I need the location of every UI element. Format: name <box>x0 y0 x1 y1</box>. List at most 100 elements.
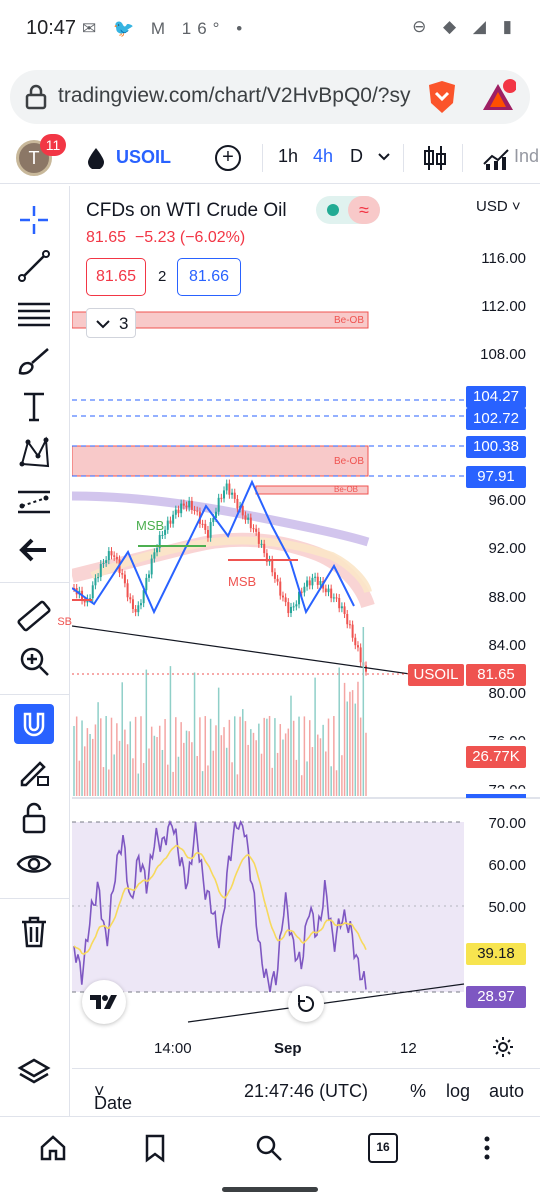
candle <box>343 606 346 615</box>
volume-bar <box>298 716 300 796</box>
volume-bar <box>110 717 113 796</box>
volume-bar <box>319 738 322 796</box>
chart-canvas[interactable] <box>72 186 540 1116</box>
candle <box>287 602 290 614</box>
rsi-tick: 60.00 <box>488 857 526 874</box>
volume-bar <box>188 731 190 796</box>
collapse-indicators-button[interactable]: 3 <box>86 308 136 338</box>
candle <box>249 517 252 529</box>
price-tick: 88.00 <box>488 589 526 606</box>
chart-area[interactable]: CFDs on WTI Crude Oil ≈ 81.65 −5.23 (−6.… <box>58 186 540 1116</box>
fib-tool[interactable] <box>14 294 54 334</box>
magnet-tool[interactable] <box>14 704 54 744</box>
timeframe-d[interactable]: D <box>350 146 363 166</box>
trend-line-tool[interactable] <box>14 246 54 286</box>
volume-bar <box>148 748 150 796</box>
legend-values: 81.65 −5.23 (−6.02%) <box>86 229 245 247</box>
price-tick: 76.00 <box>488 733 526 750</box>
pattern-tool[interactable] <box>14 434 54 474</box>
chart-title: CFDs on WTI Crude Oil <box>86 200 287 221</box>
tv-logo-icon <box>90 995 117 1009</box>
volume-bar <box>134 716 137 796</box>
timeframe-1h[interactable]: 1h <box>278 146 299 166</box>
visibility-tool[interactable] <box>14 844 54 884</box>
compare-symbol-button[interactable]: + <box>215 145 241 171</box>
volume-bar <box>343 682 346 796</box>
volume-bar <box>295 759 298 796</box>
timeframe-4h[interactable]: 4h <box>313 146 334 166</box>
percent-toggle[interactable]: % <box>410 1081 427 1101</box>
line-price-tag: 97.91 <box>466 466 526 488</box>
text-tool[interactable] <box>14 386 54 426</box>
object-tree-tool[interactable] <box>14 1052 54 1092</box>
pattern-icon <box>19 436 50 468</box>
candles-icon[interactable] <box>422 144 448 172</box>
last-price: 81.65 <box>86 229 127 246</box>
address-bar[interactable]: tradingview.com/chart/V2HvBpQ0/?sy <box>10 70 530 124</box>
back-button[interactable] <box>14 530 54 570</box>
volume-bar <box>284 733 287 796</box>
url-text[interactable]: tradingview.com/chart/V2HvBpQ0/?sy <box>58 84 411 107</box>
tradingview-logo[interactable] <box>82 980 126 1024</box>
indicators-icon[interactable] <box>482 144 512 172</box>
market-status-pill[interactable]: ≈ <box>316 196 380 224</box>
crosshair-tool[interactable] <box>14 200 54 240</box>
prediction-tool[interactable] <box>14 482 54 522</box>
volume-bar <box>330 766 332 796</box>
tabs-button[interactable]: 16 <box>368 1133 398 1163</box>
search-icon[interactable] <box>254 1133 284 1163</box>
zoom-tool[interactable] <box>14 641 54 681</box>
buy-button[interactable]: 81.66 <box>177 258 241 296</box>
candle <box>129 597 132 600</box>
candle <box>324 588 327 593</box>
candle <box>223 490 226 499</box>
home-icon[interactable] <box>38 1133 68 1163</box>
price-tick: 92.00 <box>488 540 526 557</box>
volume-bar <box>172 771 174 796</box>
settings-icon[interactable] <box>492 1036 514 1058</box>
candle <box>273 572 276 579</box>
log-toggle[interactable]: log <box>446 1081 471 1101</box>
candle <box>99 563 102 578</box>
volume-bar <box>150 726 153 796</box>
volume-bar <box>247 744 249 796</box>
brush-tool[interactable] <box>14 341 54 381</box>
trend-line[interactable] <box>72 625 411 675</box>
utc-clock[interactable]: 21:47:46 (UTC) <box>244 1081 369 1101</box>
indicators-label[interactable]: Ind <box>514 146 540 166</box>
unlock-icon <box>22 802 46 834</box>
volume-bar <box>105 716 107 796</box>
bookmark-icon[interactable] <box>140 1133 170 1163</box>
order-block-label: Be-OB <box>334 485 359 494</box>
volume-bar <box>204 716 207 796</box>
msb-label: MSB <box>58 616 72 628</box>
brave-rewards-icon[interactable] <box>480 79 516 115</box>
more-menu-icon[interactable] <box>472 1133 502 1163</box>
reset-chart-button[interactable] <box>288 986 324 1022</box>
auto-toggle[interactable]: auto <box>489 1081 525 1101</box>
rsi-trend-line[interactable] <box>187 983 465 1023</box>
brave-shield-icon[interactable] <box>425 79 459 115</box>
order-block-zone <box>72 445 369 477</box>
symbol-search-button[interactable]: USOIL <box>116 147 172 167</box>
unlock-tool[interactable] <box>14 798 54 838</box>
sell-button[interactable]: 81.65 <box>86 258 146 296</box>
volume-bar <box>78 760 81 796</box>
date-range-button[interactable]: Date Range ˅ <box>94 1081 147 1134</box>
delete-tool[interactable] <box>14 912 54 952</box>
candle <box>201 523 204 525</box>
volume-bar <box>359 717 362 796</box>
lock-drawing-tool[interactable] <box>14 751 54 791</box>
measure-tool[interactable] <box>14 596 54 636</box>
candle <box>182 503 185 506</box>
volume-bar <box>142 763 145 796</box>
candle <box>185 505 188 508</box>
price-tick: 108.00 <box>480 346 526 363</box>
volume-bar <box>255 740 257 796</box>
currency-selector[interactable]: USD ˅ <box>476 198 521 215</box>
candle <box>193 509 196 511</box>
volume-bar <box>193 672 196 796</box>
volume-bar <box>116 723 118 796</box>
chevron-down-icon[interactable] <box>377 152 391 162</box>
wave-icon: ≈ <box>348 196 380 224</box>
